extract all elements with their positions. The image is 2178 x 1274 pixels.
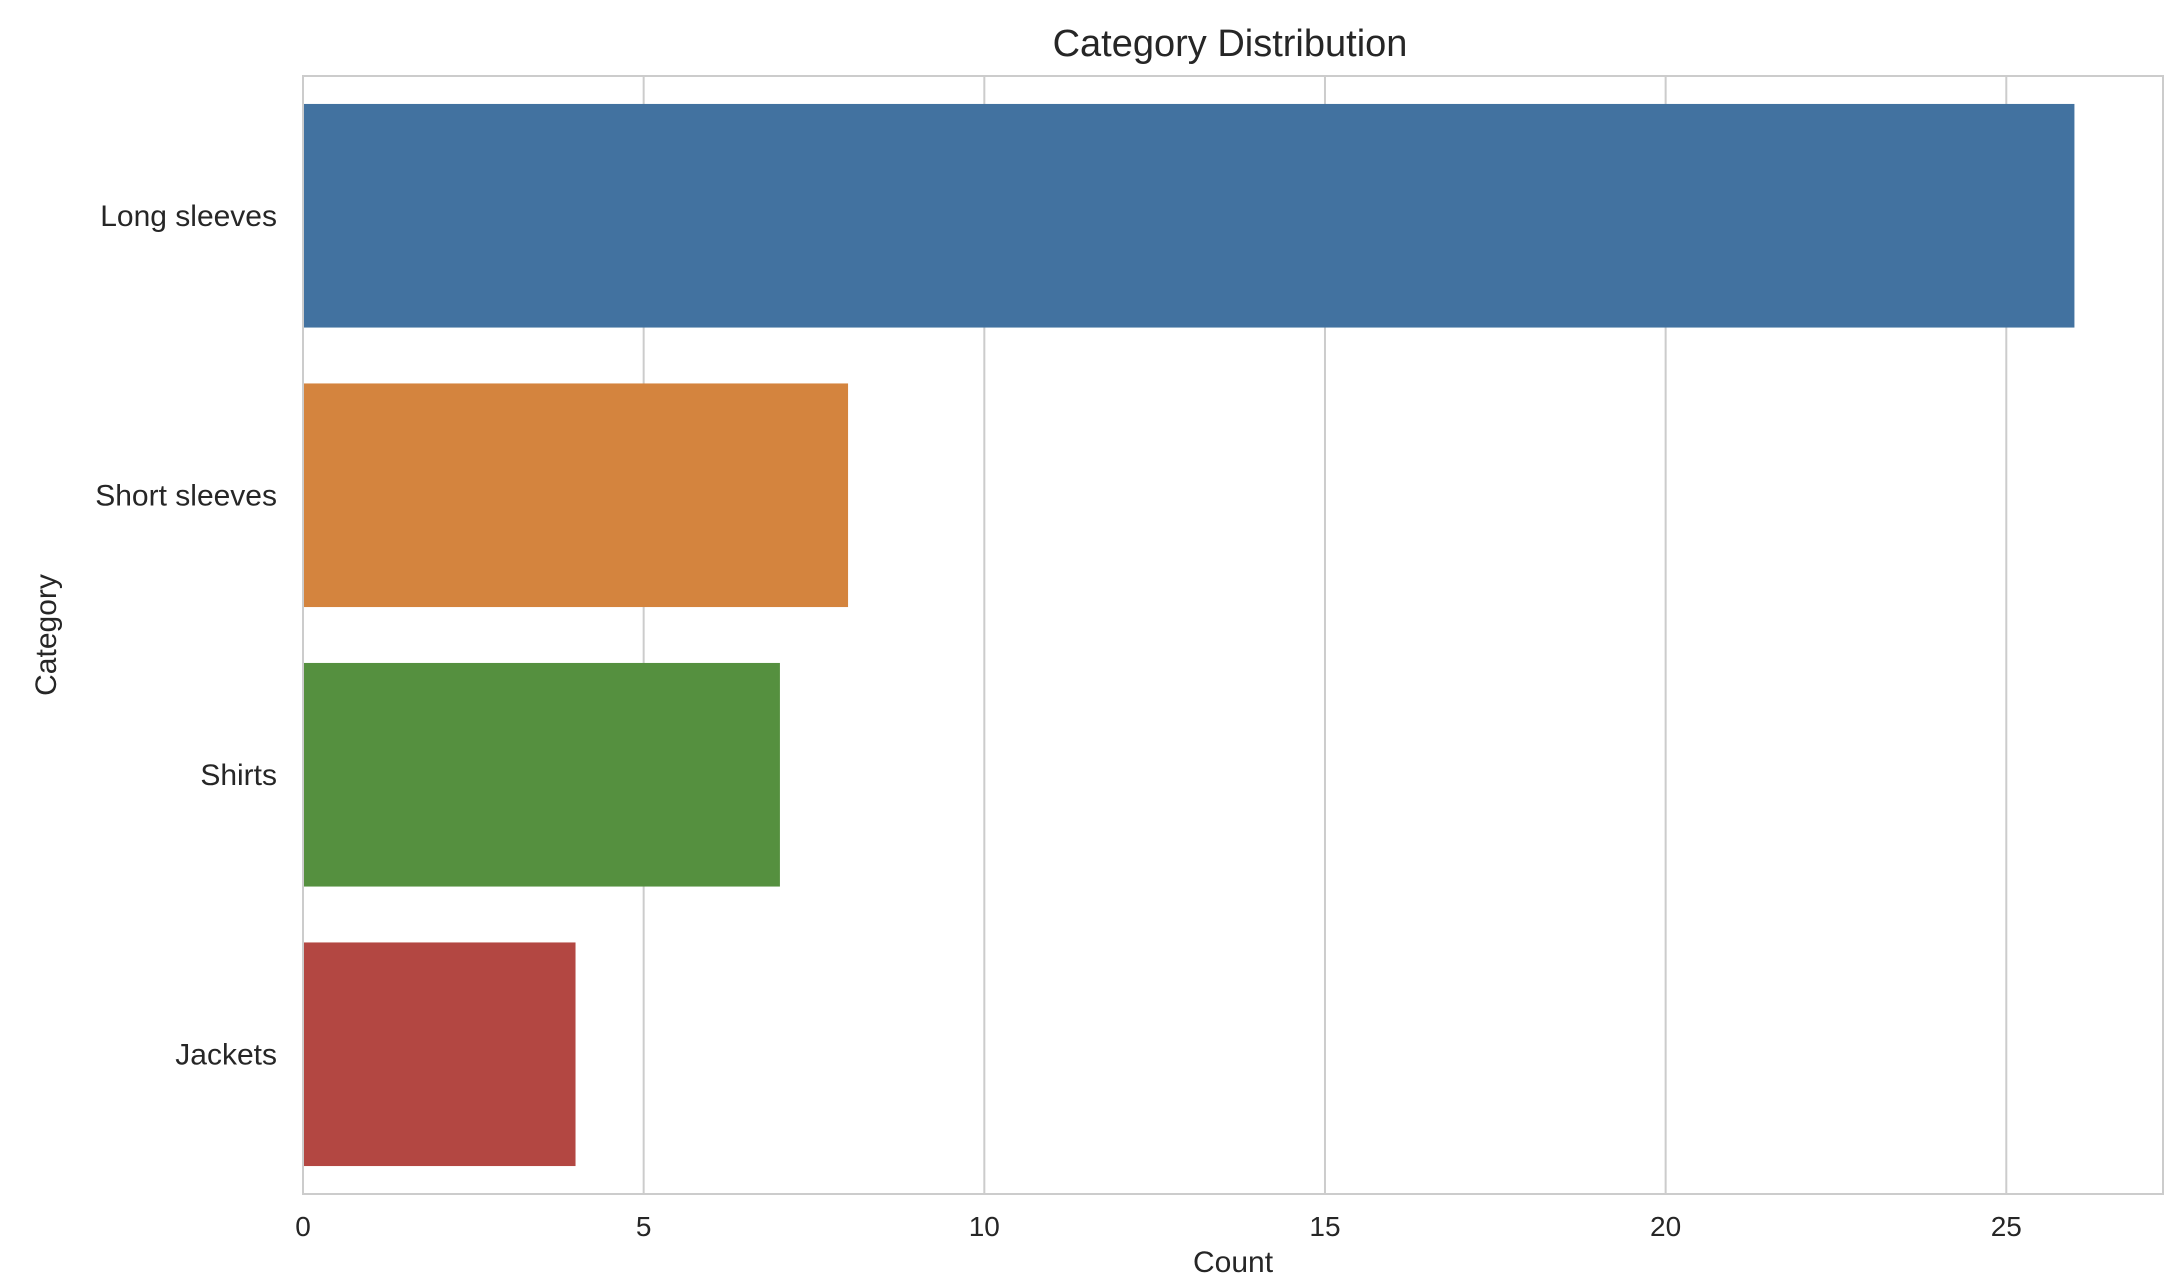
bar-shirts [303,662,780,887]
bar-short-sleeves [303,383,849,608]
x-tick-labels: 0 5 10 15 20 25 [295,1211,2022,1242]
x-axis-label: Count [1193,1246,1274,1274]
bar-long-sleeves [303,103,2075,328]
x-tick-label: 5 [636,1211,652,1242]
y-tick-labels: Long sleeves Short sleeves Shirts Jackets [95,200,277,1072]
y-axis-label: Category [30,574,63,696]
y-tick-label: Long sleeves [100,200,277,233]
x-tick-label: 20 [1650,1211,1681,1242]
plot-frame [302,75,2164,1195]
chart-title: Category Distribution [1053,23,1408,65]
x-tick-label: 25 [1991,1211,2022,1242]
bar-jackets [303,942,576,1167]
x-tick-label: 10 [969,1211,1000,1242]
x-tick-label: 15 [1309,1211,1340,1242]
x-tick-label: 0 [295,1211,311,1242]
bars [303,103,2075,1167]
y-tick-label: Shirts [200,759,277,792]
y-tick-label: Jackets [175,1038,277,1071]
y-tick-label: Short sleeves [95,479,277,512]
